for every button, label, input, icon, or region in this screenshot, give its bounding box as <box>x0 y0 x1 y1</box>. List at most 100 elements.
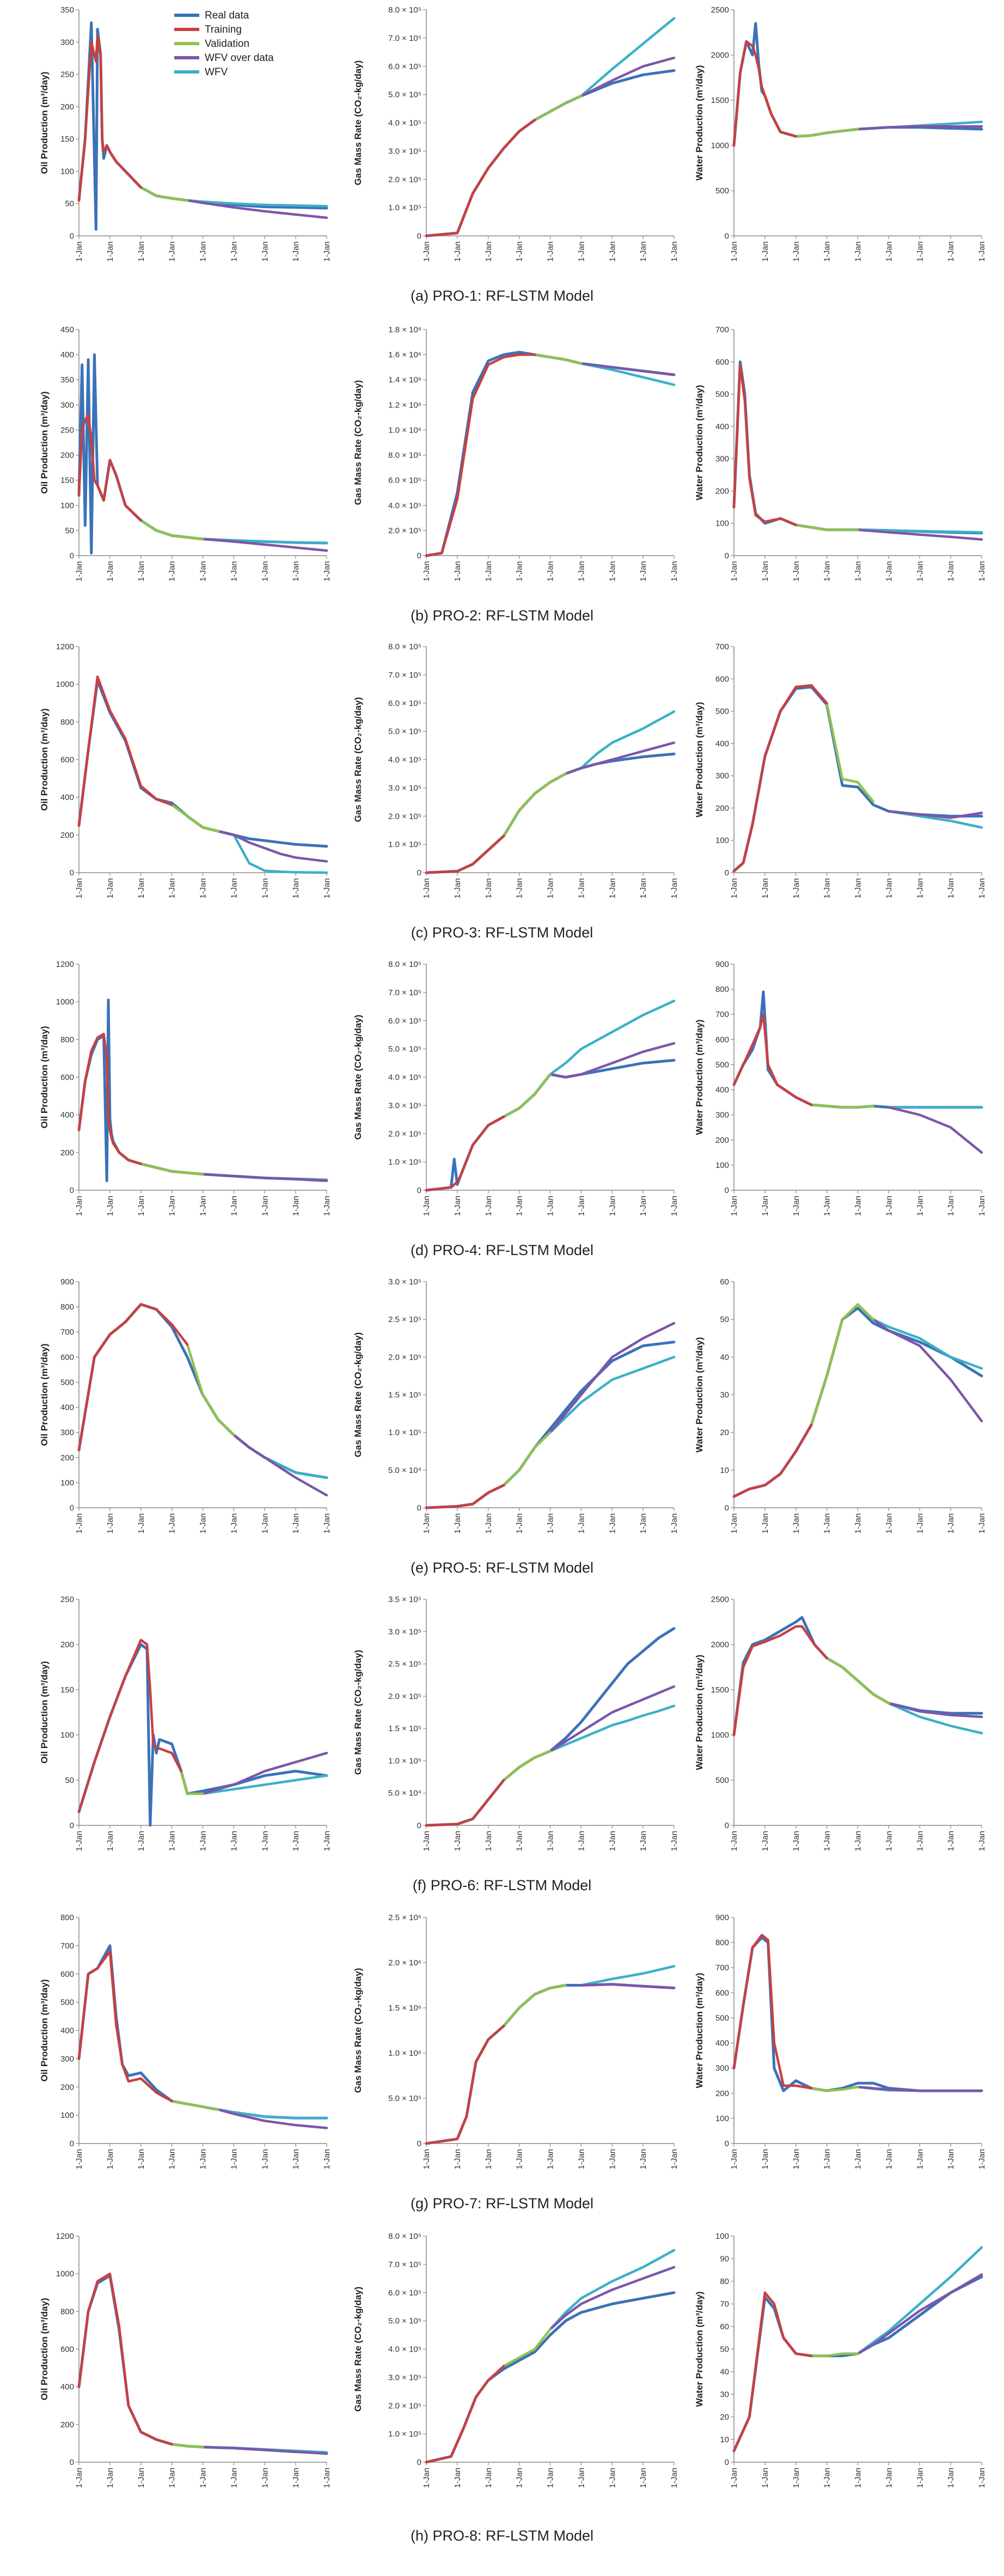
y-tick-label: 600 <box>715 1988 729 1998</box>
x-tick-label: 1-Jan <box>854 1513 863 1534</box>
y-tick-label: 3.0 × 10⁵ <box>388 783 421 793</box>
series-wfv-over-data <box>580 1983 676 1989</box>
y-tick-label: 7.0 × 10⁵ <box>388 988 421 997</box>
series-wfv <box>232 1434 328 1479</box>
y-axis-title: Gas Mass Rate (CO₂-kg/day) <box>353 2287 363 2412</box>
y-tick-label: 200 <box>60 102 74 112</box>
x-tick-label: 1-Jan <box>915 2468 925 2488</box>
y-tick-label: 1.0 × 10⁵ <box>388 1756 421 1765</box>
series-training <box>425 119 536 237</box>
series-wfv <box>564 710 676 775</box>
x-tick-label: 1-Jan <box>453 561 462 582</box>
series-validation <box>170 803 220 833</box>
x-tick-label: 1-Jan <box>291 1513 301 1534</box>
x-tick-label: 1-Jan <box>291 561 301 582</box>
y-tick-label: 2.0 × 10⁵ <box>388 526 421 535</box>
chart-panel: 0 50 100 150 200 250 300 350 400 450 1-Jan 1-Jan 1-J… <box>39 325 332 582</box>
y-axis-title: Gas Mass Rate (CO₂-kg/day) <box>353 1015 363 1140</box>
y-tick-label: 500 <box>715 1776 729 1785</box>
x-tick-label: 1-Jan <box>577 1196 586 1216</box>
x-tick-label: 1-Jan <box>915 1196 925 1216</box>
y-tick-label: 400 <box>715 1086 729 1095</box>
x-tick-label: 1-Jan <box>106 1831 115 1852</box>
x-tick-label: 1-Jan <box>761 2468 770 2488</box>
x-tick-label: 1-Jan <box>823 878 832 899</box>
y-tick-label: 200 <box>60 451 74 460</box>
x-tick-label: 1-Jan <box>577 1831 586 1852</box>
series-validation <box>139 1162 204 1176</box>
series-wfv-over-data <box>549 1322 676 1434</box>
y-tick-label: 90 <box>720 2255 729 2264</box>
x-tick-label: 1-Jan <box>484 878 493 899</box>
series-training <box>732 1625 828 1737</box>
x-tick-label: 1-Jan <box>639 241 648 262</box>
x-tick-label: 1-Jan <box>730 878 739 899</box>
y-axis-title: Oil Production (m³/day) <box>39 1344 50 1446</box>
x-tick-label: 1-Jan <box>670 878 679 899</box>
x-tick-label: 1-Jan <box>639 1513 648 1534</box>
x-tick-label: 1-Jan <box>730 1831 739 1852</box>
series-validation <box>502 1984 567 2027</box>
y-tick-label: 900 <box>715 1913 729 1922</box>
y-axis-title: Oil Production (m³/day) <box>39 392 50 494</box>
x-tick-label: 1-Jan <box>854 2149 863 2170</box>
x-tick-label: 1-Jan <box>884 2149 893 2170</box>
y-tick-label: 2.5 × 10⁵ <box>388 1660 421 1669</box>
series-training <box>732 1423 813 1498</box>
x-tick-label: 1-Jan <box>915 878 925 899</box>
x-tick-label: 1-Jan <box>106 1513 115 1534</box>
y-tick-label: 2.0 × 10⁵ <box>388 1129 421 1138</box>
y-tick-label: 250 <box>60 425 74 435</box>
x-tick-label: 1-Jan <box>106 2149 115 2170</box>
chart-panel: 0 5.0 × 10⁴ 1.0 × 10⁵ 1.5 × 10⁵ 2.0 × 10⁵ 2.5… <box>353 1277 679 1534</box>
x-tick-label: 1-Jan <box>608 1831 617 1852</box>
series-real-data <box>425 1627 676 1827</box>
x-tick-label: 1-Jan <box>670 1513 679 1534</box>
series-wfv-over-data <box>217 830 328 863</box>
y-tick-label: 20 <box>720 2413 729 2422</box>
x-tick-label: 1-Jan <box>484 2149 493 2170</box>
x-tick-label: 1-Jan <box>884 2468 893 2488</box>
series-real-data <box>732 1306 983 1498</box>
chart-panel: 0 100 200 300 400 500 600 700 1-Jan 1-Jan 1-Jan 1-J… <box>694 642 987 899</box>
x-tick-label: 1-Jan <box>946 241 956 262</box>
x-tick-label: 1-Jan <box>322 2468 332 2488</box>
x-tick-label: 1-Jan <box>946 2468 956 2488</box>
y-tick-label: 1.4 × 10⁶ <box>388 375 421 385</box>
y-tick-label: 1.0 × 10⁶ <box>388 2049 421 2058</box>
y-tick-label: 150 <box>60 135 74 144</box>
x-tick-label: 1-Jan <box>137 1513 146 1534</box>
y-tick-label: 1.0 × 10⁵ <box>388 203 421 212</box>
legend-label: WFV <box>205 66 228 78</box>
y-tick-label: 3.5 × 10⁵ <box>388 1595 421 1604</box>
y-tick-label: 600 <box>715 674 729 684</box>
y-tick-label: 50 <box>720 2345 729 2354</box>
caption-a: (a) PRO-1: RF-LSTM Model <box>410 288 594 304</box>
y-tick-label: 300 <box>715 1111 729 1120</box>
y-tick-label: 2.0 × 10⁵ <box>388 175 421 184</box>
x-tick-label: 1-Jan <box>137 241 146 262</box>
x-tick-label: 1-Jan <box>322 2149 332 2170</box>
x-tick-label: 1-Jan <box>453 1196 462 1216</box>
y-tick-label: 60 <box>720 2322 729 2331</box>
series-real-data <box>732 2275 983 2452</box>
x-tick-label: 1-Jan <box>229 1831 238 1852</box>
x-tick-label: 1-Jan <box>761 241 770 262</box>
x-tick-label: 1-Jan <box>484 1831 493 1852</box>
x-tick-label: 1-Jan <box>608 878 617 899</box>
x-tick-label: 1-Jan <box>730 1513 739 1534</box>
y-tick-label: 600 <box>60 756 74 765</box>
x-tick-label: 1-Jan <box>608 1513 617 1534</box>
x-tick-label: 1-Jan <box>422 2468 431 2488</box>
y-tick-label: 900 <box>60 1277 74 1287</box>
y-tick-label: 1200 <box>56 2232 74 2241</box>
chart-panel: 0 1.0 × 10⁵ 2.0 × 10⁵ 3.0 × 10⁵ 4.0 × 10⁵ 5.0… <box>353 5 679 262</box>
x-tick-label: 1-Jan <box>977 241 987 262</box>
chart-panel: 0 200 400 600 800 1000 1200 1-Jan 1-Jan 1-Jan 1-Ja… <box>39 642 332 899</box>
y-tick-label: 200 <box>715 2089 729 2098</box>
x-tick-label: 1-Jan <box>823 561 832 582</box>
series-validation <box>139 186 189 202</box>
series-training <box>732 684 828 873</box>
y-tick-label: 0 <box>70 1503 74 1513</box>
x-tick-label: 1-Jan <box>761 1831 770 1852</box>
